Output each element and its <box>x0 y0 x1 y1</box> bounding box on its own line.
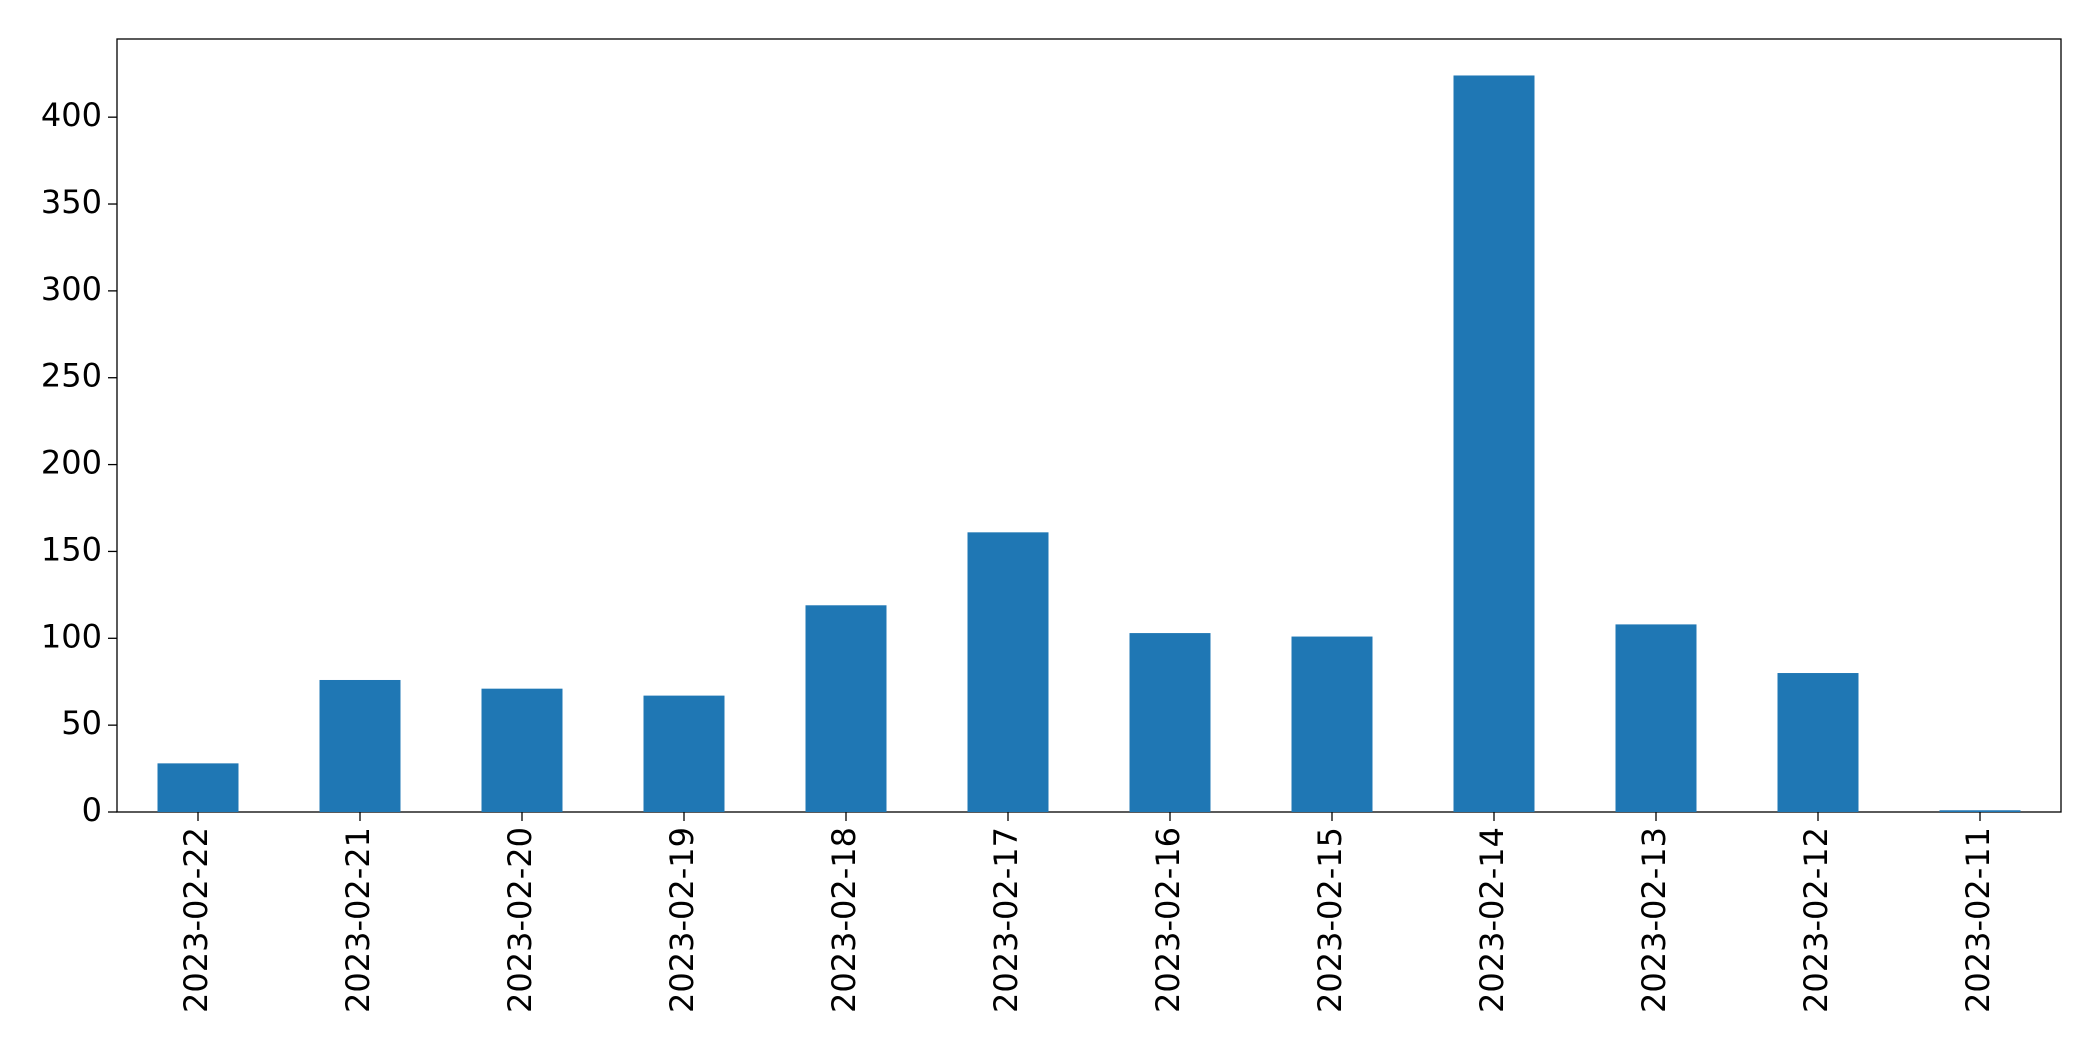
bar <box>1291 636 1373 812</box>
x-tick-label: 2023-02-21 <box>339 827 377 1013</box>
axes-frame <box>116 38 2062 813</box>
x-tick-label: 2023-02-14 <box>1473 827 1511 1013</box>
y-tick-label: 350 <box>41 183 102 221</box>
y-tick-label: 250 <box>41 357 102 395</box>
y-tick-label: 100 <box>41 617 102 655</box>
bar <box>805 605 887 812</box>
bar <box>1453 75 1535 813</box>
bar <box>481 688 563 812</box>
x-tick-label: 2023-02-19 <box>663 827 701 1013</box>
bar <box>157 763 239 812</box>
x-tick-label: 2023-02-22 <box>177 827 215 1013</box>
bar <box>1777 673 1859 812</box>
x-tick-label: 2023-02-17 <box>987 827 1025 1013</box>
bar <box>1939 810 2021 812</box>
y-tick-label: 0 <box>82 791 102 829</box>
bar <box>1615 624 1697 812</box>
y-tick-label: 200 <box>41 444 102 482</box>
y-tick-label: 300 <box>41 270 102 308</box>
bar <box>967 532 1049 812</box>
y-tick-label: 50 <box>61 704 102 742</box>
x-tick-label: 2023-02-11 <box>1959 827 1997 1013</box>
bar <box>319 679 401 812</box>
x-tick-label: 2023-02-18 <box>825 827 863 1013</box>
y-tick-label: 400 <box>41 96 102 134</box>
x-tick-label: 2023-02-13 <box>1635 827 1673 1013</box>
x-tick-label: 2023-02-20 <box>501 827 539 1013</box>
bar <box>643 695 725 812</box>
x-tick-label: 2023-02-12 <box>1797 827 1835 1013</box>
x-tick-label: 2023-02-16 <box>1149 827 1187 1013</box>
x-tick-label: 2023-02-15 <box>1311 827 1349 1013</box>
bar <box>1129 633 1211 812</box>
y-tick-label: 150 <box>41 530 102 568</box>
